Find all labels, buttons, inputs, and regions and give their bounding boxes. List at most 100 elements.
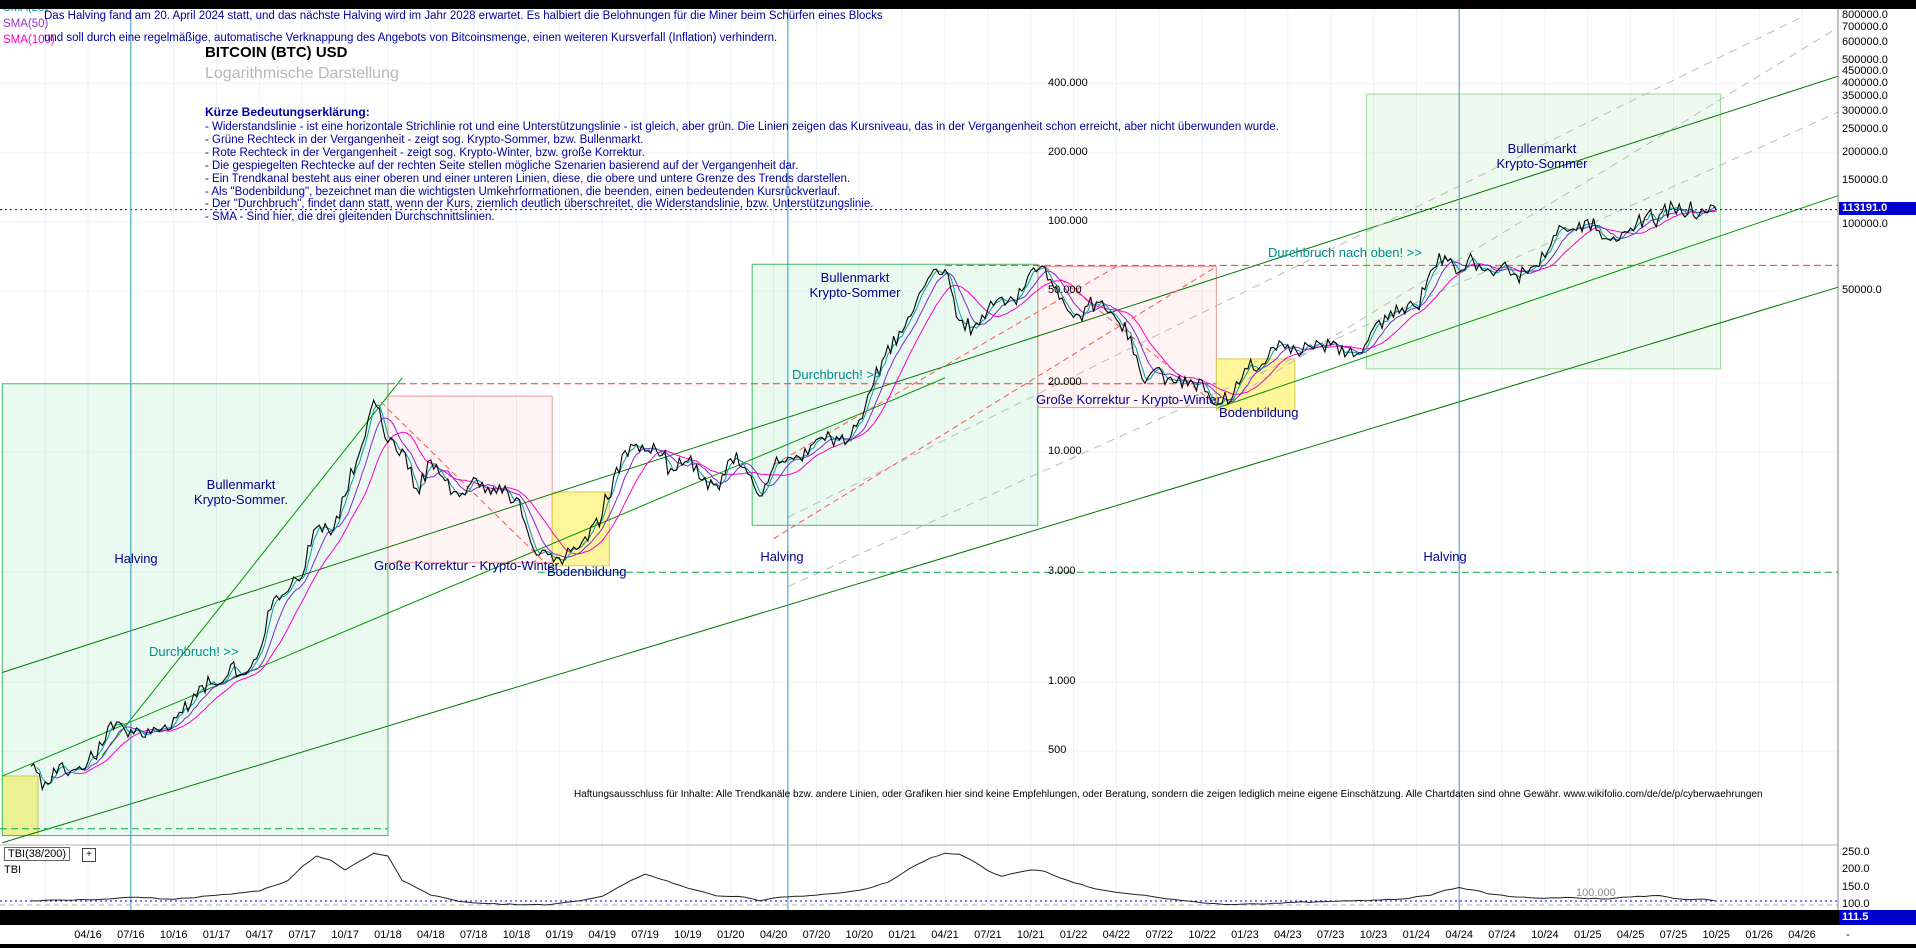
- annotation-bull-market-1: Bullenmarkt Krypto-Sommer.: [171, 477, 311, 507]
- price-axis-label: 450000.0: [1842, 64, 1888, 77]
- annotation-line: Bullenmarkt: [1507, 141, 1577, 156]
- tbi-expand-button[interactable]: +: [82, 848, 96, 862]
- price-axis-label: 400000.0: [1842, 76, 1888, 89]
- x-axis-label: 04/23: [1274, 929, 1302, 941]
- x-axis-label: 01/22: [1059, 929, 1088, 941]
- price-scale-label: 10.000: [1048, 445, 1082, 457]
- x-axis-label: 04/22: [1102, 929, 1131, 941]
- price-scale-label: 400.000: [1048, 76, 1088, 89]
- chart-subtitle: Logarithmische Darstellung: [205, 65, 399, 82]
- x-axis-label: 07/25: [1659, 929, 1688, 941]
- x-axis-label: 10/18: [502, 929, 531, 941]
- top-strip: [0, 0, 1916, 9]
- annotation-bull-market-2: Bullenmarkt Krypto-Sommer: [785, 270, 925, 300]
- price-axis-label: 600000.0: [1842, 36, 1888, 49]
- x-axis-label: 10/23: [1359, 929, 1388, 941]
- annotation-halving-3: Halving: [1423, 549, 1467, 564]
- x-axis-label: 10/16: [159, 929, 188, 941]
- x-axis-label: 04/18: [417, 929, 445, 941]
- sma-label-1: SMA(50): [3, 18, 49, 30]
- x-axis-label: 04/17: [245, 929, 274, 941]
- legend-item: - Grüne Rechteck in der Vergangenheit - …: [205, 133, 644, 146]
- price-scale-label: 50.000: [1048, 284, 1082, 297]
- x-axis-label: 07/22: [1145, 929, 1173, 941]
- price-axis-label: 350000.0: [1842, 89, 1888, 102]
- price-axis-label: 150000.0: [1842, 174, 1888, 187]
- x-axis-label: 01/17: [202, 929, 231, 941]
- annotation-breakout-1: Durchbruch! >>: [149, 644, 239, 659]
- x-axis-label: 07/18: [459, 929, 488, 941]
- price-axis-label: 200000.0: [1842, 145, 1888, 158]
- x-axis-trailing: -: [1846, 929, 1850, 941]
- x-axis-label: 01/19: [545, 929, 574, 941]
- x-axis-label: 01/26: [1745, 929, 1773, 941]
- annotation-line: Krypto-Sommer.: [194, 492, 288, 507]
- x-axis-label: 01/23: [1231, 929, 1259, 941]
- x-axis-label: 01/25: [1573, 929, 1602, 941]
- tbi-short-label: TBI: [4, 864, 22, 876]
- tbi-axis-label: 200.0: [1842, 863, 1870, 875]
- annotation-winter-2: Große Korrektur - Krypto-Winter: [1036, 392, 1221, 407]
- price-axis-label: 800000.0: [1842, 9, 1888, 21]
- annotation-bull-market-3: Bullenmarkt Krypto-Sommer: [1472, 141, 1612, 171]
- tbi-indicator-label[interactable]: TBI(38/200): [4, 847, 71, 861]
- annotation-bottom-1: Bodenbildung: [547, 564, 627, 579]
- price-axis-label: 700000.0: [1842, 20, 1888, 33]
- annotation-line: Bullenmarkt: [206, 477, 276, 492]
- disclaimer-text: Haftungsausschluss für Inhalte: Alle Tre…: [574, 789, 1763, 800]
- x-axis-label: 07/21: [974, 929, 1002, 941]
- x-axis-label: 07/19: [631, 929, 659, 941]
- legend-item: - Die gespiegelten Rechtecke auf der rec…: [205, 159, 799, 172]
- x-axis-label: 10/25: [1702, 929, 1731, 941]
- price-scale-label: 500: [1048, 744, 1067, 757]
- x-axis-label: 07/20: [802, 929, 831, 941]
- legend-item: - Ein Trendkanal besteht aus einer obere…: [205, 172, 851, 185]
- legend-item: - Als "Bodenbildung", bezeichnet man die…: [205, 185, 841, 198]
- annotation-breakout-2: Durchbruch! >>: [792, 367, 882, 382]
- annotation-winter-1: Große Korrektur - Krypto-Winter: [374, 558, 559, 573]
- halving-note-line1: Das Halving fand am 20. April 2024 statt…: [44, 10, 883, 22]
- x-axis-label: 04/26: [1788, 929, 1816, 941]
- annotation-breakout-3: Durchbruch nach oben! >>: [1268, 245, 1422, 260]
- annotation-halving-2: Halving: [760, 549, 804, 564]
- x-axis-label: 04/21: [931, 929, 959, 941]
- halving-note-line2: und soll durch eine regelmäßige, automat…: [44, 32, 778, 44]
- legend-item: - Rote Rechteck in der Vergangenheit - z…: [205, 146, 645, 159]
- x-axis-label: 04/25: [1616, 929, 1645, 941]
- x-axis-label: 10/22: [1188, 929, 1216, 941]
- x-axis-label: 10/19: [674, 929, 702, 941]
- tbi-axis-label: 150.0: [1842, 880, 1870, 893]
- price-scale-label: 200.000: [1048, 145, 1088, 158]
- x-axis-label: 01/21: [888, 929, 916, 941]
- x-axis-label: 04/16: [74, 929, 102, 941]
- annotation-line: Krypto-Sommer: [1496, 156, 1588, 171]
- time-axis: 04/16 07/16 10/16 01/17 04/17 07/17 10/17 01/18…: [0, 929, 1916, 945]
- legend-heading: Kürze Bedeutungserklärung:: [205, 105, 370, 119]
- legend-block: Kürze Bedeutungserklärung: - Widerstands…: [205, 105, 1279, 224]
- annotation-bottom-2: Bodenbildung: [1219, 405, 1299, 420]
- x-axis-label: 07/17: [288, 929, 316, 941]
- x-axis-label: 10/24: [1531, 929, 1559, 941]
- current-price-box: 113191.0: [1839, 202, 1916, 215]
- price-axis-label: 100000.0: [1842, 218, 1888, 230]
- x-axis-label: 01/20: [716, 929, 745, 941]
- x-axis-label: 07/23: [1316, 929, 1345, 941]
- x-axis-label: 10/21: [1016, 929, 1045, 941]
- x-axis-label: 07/24: [1488, 929, 1516, 941]
- x-axis-label: 04/24: [1445, 929, 1473, 941]
- legend-item: - Widerstandslinie - ist eine horizontal…: [205, 121, 1279, 133]
- price-axis-label: 50000.0: [1842, 284, 1882, 297]
- tbi-axis-label: 250.0: [1842, 845, 1870, 858]
- legend-item: - SMA - Sind hier, die drei gleitenden D…: [205, 211, 495, 224]
- price-scale-label: 3.000: [1048, 565, 1076, 578]
- x-axis-label: 07/16: [117, 929, 145, 941]
- x-axis-label: 04/19: [588, 929, 616, 941]
- price-scale-label: 100.000: [1048, 215, 1088, 227]
- annotation-line: Krypto-Sommer: [809, 285, 901, 300]
- tbi-level-label: 100.000: [1576, 887, 1616, 899]
- x-axis-label: 10/20: [845, 929, 874, 941]
- price-axis-label: 500000.0: [1842, 54, 1888, 67]
- annotation-halving-1: Halving: [114, 551, 158, 566]
- sma-label-2: SMA(100): [3, 34, 55, 46]
